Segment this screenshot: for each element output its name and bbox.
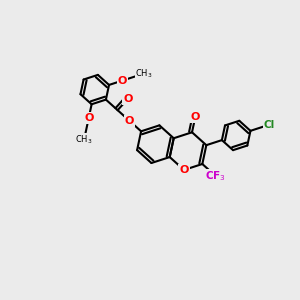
Text: O: O [190,112,200,122]
Text: O: O [179,165,189,175]
Text: CH$_3$: CH$_3$ [75,134,93,146]
Text: O: O [118,76,127,85]
Text: CH$_3$: CH$_3$ [135,68,153,80]
Text: O: O [125,116,134,126]
Text: O: O [84,113,93,123]
Text: O: O [123,94,132,104]
Text: Cl: Cl [264,120,275,130]
Text: CF$_3$: CF$_3$ [206,169,226,183]
